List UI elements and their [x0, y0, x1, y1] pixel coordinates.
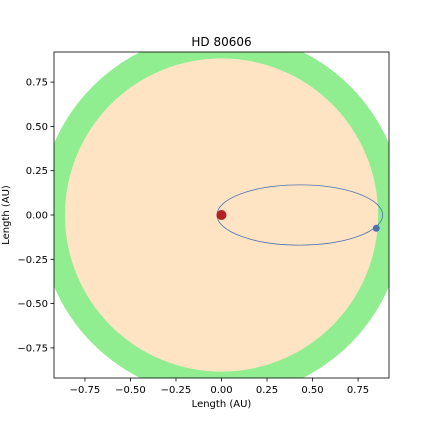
planet-marker [372, 224, 380, 232]
chart-title: HD 80606 [191, 35, 251, 49]
x-tick-label: 0.75 [347, 385, 369, 396]
y-tick-label: −0.75 [17, 343, 48, 354]
x-tick-label: −0.25 [161, 385, 192, 396]
y-axis-label: Length (AU) [1, 185, 12, 245]
y-tick-label: −0.50 [17, 299, 48, 310]
x-tick-label: 0.25 [256, 385, 278, 396]
y-tick-label: 0.25 [26, 166, 48, 177]
plot-area [54, 52, 389, 378]
x-tick-label: 0.50 [301, 385, 323, 396]
y-axis-ticks: −0.75 −0.50 −0.25 0.00 0.25 0.50 0.75 [17, 78, 54, 354]
x-axis-label: Length (AU) [192, 399, 252, 410]
x-tick-label: 0.00 [210, 385, 232, 396]
y-tick-label: 0.00 [26, 211, 48, 222]
y-tick-label: 0.50 [26, 122, 48, 133]
host-star-marker [216, 210, 227, 220]
x-axis-ticks: −0.75 −0.50 −0.25 0.00 0.25 0.50 0.75 [70, 378, 369, 396]
x-tick-label: −0.75 [70, 385, 101, 396]
x-tick-label: −0.50 [115, 385, 146, 396]
y-tick-label: −0.25 [17, 255, 48, 266]
y-tick-label: 0.75 [26, 78, 48, 89]
